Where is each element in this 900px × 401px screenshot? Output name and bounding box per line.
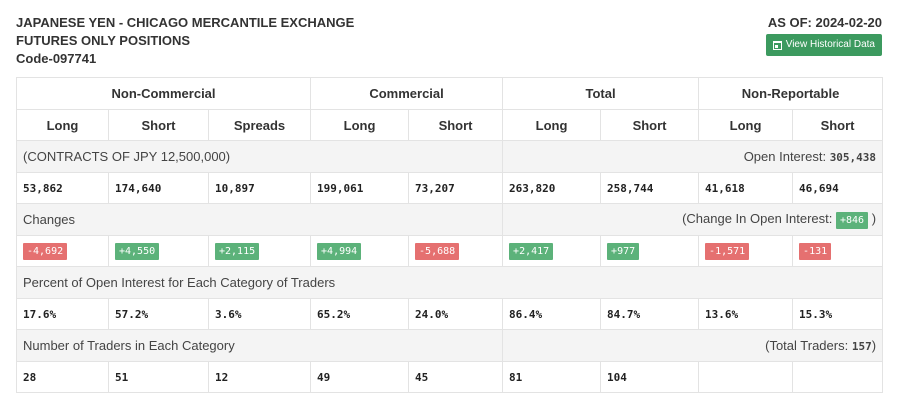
contracts-label: (CONTRACTS OF JPY 12,500,000): [15, 140, 504, 173]
change-badge: -4,692: [23, 243, 68, 260]
percent-cell: 57.2%: [108, 298, 209, 330]
change-badge: +4,994: [317, 243, 362, 260]
traders-cell: 12: [207, 361, 312, 393]
traders-cell: 104: [600, 361, 700, 393]
subheader: Short: [792, 109, 884, 141]
subheader: Long: [310, 109, 410, 141]
traders-section-row: Number of Traders in Each Category (Tota…: [15, 329, 884, 362]
position-cell: 174,640: [108, 172, 209, 204]
open-interest-label: Open Interest:: [743, 149, 830, 164]
change-oi-suffix: ): [868, 210, 877, 226]
subheader: Long: [698, 109, 794, 141]
position-cell: 53,862: [16, 172, 109, 204]
report-title-line2: FUTURES ONLY POSITIONS: [16, 33, 191, 48]
position-cell: 258,744: [600, 172, 700, 204]
subheader: Short: [108, 109, 209, 141]
traders-cell: 28: [16, 361, 109, 393]
open-interest-value: 305,438: [829, 151, 877, 164]
positions-row: 53,862 174,640 10,897 199,061 73,207 263…: [16, 172, 884, 204]
changes-label: Changes: [15, 203, 504, 236]
subheader-row: Long Short Spreads Long Short Long Short…: [16, 109, 884, 141]
report-header: JAPANESE YEN - CHICAGO MERCANTILE EXCHAN…: [16, 14, 354, 68]
change-oi-prefix: (Change In Open Interest:: [682, 210, 836, 226]
percent-cell: 15.3%: [792, 298, 884, 330]
position-cell: 41,618: [698, 172, 794, 204]
change-oi-badge: +846: [836, 211, 869, 229]
view-historical-data-label: View Historical Data: [785, 39, 875, 50]
traders-cell: 81: [502, 361, 602, 393]
total-traders-prefix: (Total Traders:: [765, 338, 852, 353]
position-cell: 73,207: [408, 172, 504, 204]
changes-section-row: Changes (Change In Open Interest: +846 ): [15, 203, 884, 236]
position-cell: 263,820: [502, 172, 602, 204]
subheader: Short: [408, 109, 504, 141]
percent-cell: 17.6%: [16, 298, 109, 330]
calendar-icon: [772, 40, 782, 50]
percent-cell: 84.7%: [600, 298, 700, 330]
percent-row: 17.6% 57.2% 3.6% 65.2% 24.0% 86.4% 84.7%…: [16, 298, 884, 330]
subheader: Long: [502, 109, 602, 141]
change-badge: +2,417: [509, 243, 554, 260]
report-title-line1: JAPANESE YEN - CHICAGO MERCANTILE EXCHAN…: [16, 15, 355, 30]
change-badge: -5,688: [415, 243, 460, 260]
traders-cell: 51: [108, 361, 209, 393]
traders-cell: [698, 361, 794, 393]
traders-cell: 49: [310, 361, 410, 393]
percent-cell: 24.0%: [408, 298, 504, 330]
traders-cell: 45: [408, 361, 504, 393]
subheader: Spreads: [207, 109, 312, 141]
change-badge: -131: [799, 243, 832, 260]
group-header-row: Non-Commercial Commercial Total Non-Repo…: [15, 77, 884, 110]
percent-section-row: Percent of Open Interest for Each Catego…: [15, 266, 884, 299]
change-open-interest: (Change In Open Interest: +846 ): [502, 203, 884, 236]
changes-row: -4,692 +4,550 +2,115 +4,994 -5,688 +2,41…: [16, 235, 884, 267]
subheader: Long: [16, 109, 109, 141]
position-cell: 46,694: [792, 172, 884, 204]
traders-row: 28 51 12 49 45 81 104: [16, 361, 884, 393]
traders-cell: [792, 361, 884, 393]
total-traders-value: 157: [851, 340, 872, 353]
position-cell: 199,061: [310, 172, 410, 204]
as-of-date: AS OF: 2024-02-20: [767, 15, 882, 30]
change-badge: -1,571: [705, 243, 750, 260]
change-badge: +4,550: [115, 243, 160, 260]
change-badge: +977: [607, 243, 640, 260]
report-code: Code-097741: [16, 51, 97, 66]
group-commercial: Commercial: [310, 77, 504, 110]
traders-label: Number of Traders in Each Category: [15, 329, 504, 362]
percent-cell: 13.6%: [698, 298, 794, 330]
contracts-section-row: (CONTRACTS OF JPY 12,500,000) Open Inter…: [15, 140, 884, 173]
group-non-commercial: Non-Commercial: [15, 77, 312, 110]
open-interest: Open Interest: 305,438: [502, 140, 884, 173]
position-cell: 10,897: [207, 172, 312, 204]
view-historical-data-button[interactable]: View Historical Data: [765, 34, 882, 56]
group-non-reportable: Non-Reportable: [698, 77, 884, 110]
cot-table: Non-Commercial Commercial Total Non-Repo…: [15, 77, 884, 393]
percent-cell: 3.6%: [207, 298, 312, 330]
group-total: Total: [502, 77, 700, 110]
percent-cell: 65.2%: [310, 298, 410, 330]
percent-cell: 86.4%: [502, 298, 602, 330]
change-badge: +2,115: [215, 243, 260, 260]
total-traders-suffix: ): [871, 338, 877, 353]
total-traders: (Total Traders: 157): [502, 329, 884, 362]
subheader: Short: [600, 109, 700, 141]
percent-label: Percent of Open Interest for Each Catego…: [15, 266, 884, 299]
